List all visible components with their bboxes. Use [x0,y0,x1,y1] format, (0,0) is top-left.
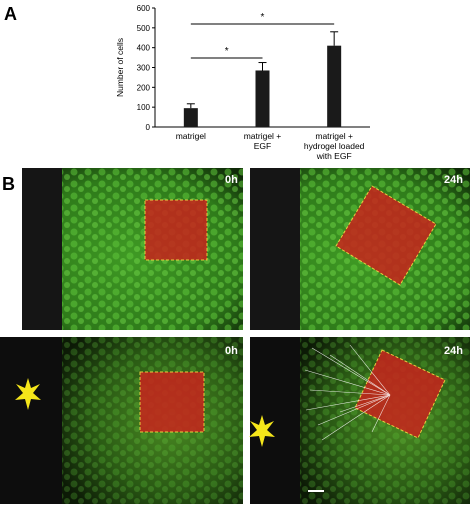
panel-label: A [4,4,17,24]
panel-label: B [2,174,15,194]
micrograph [22,168,243,330]
significance-marker: * [261,12,265,23]
x-tick-label: matrigel + EGF [244,131,282,151]
micrograph [249,337,470,504]
y-tick-label: 0 [146,123,151,132]
time-label: 0h [225,345,238,357]
bar [183,108,198,127]
y-tick-label: 400 [137,44,151,53]
time-label: 24h [444,174,463,186]
x-tick-label: matrigel [176,131,206,141]
micrograph [250,168,470,330]
time-label: 24h [444,345,463,357]
bar [327,45,342,127]
bar-chart: 0 100 200 300 400 500 600 Number of cells matrig… [115,4,370,161]
time-label: 0h [225,174,238,186]
significance-marker: * [225,46,229,57]
bar [255,70,270,127]
y-tick-label: 600 [137,4,151,13]
micrograph [0,337,243,504]
y-tick-label: 100 [137,103,151,112]
y-tick-label: 500 [137,24,151,33]
y-tick-label: 300 [137,64,151,73]
y-tick-label: 200 [137,83,151,92]
y-axis-label: Number of cells [115,38,125,97]
x-tick-label: matrigel + hydrogel loaded with EGF [304,131,365,161]
